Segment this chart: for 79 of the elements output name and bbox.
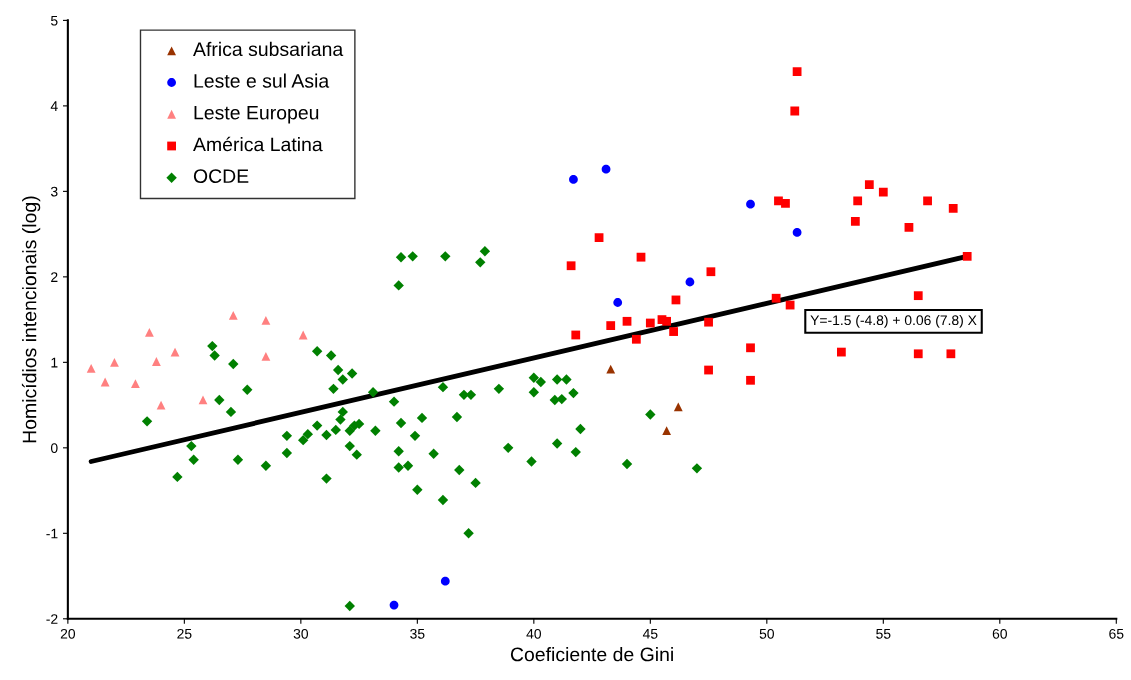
- legend-label: América Latina: [193, 136, 323, 152]
- point: [669, 327, 679, 336]
- point: [746, 343, 755, 353]
- point: [613, 298, 623, 307]
- x-tick-label: 45: [642, 629, 658, 639]
- point: [771, 293, 781, 303]
- point: [631, 334, 641, 344]
- point: [228, 310, 238, 320]
- point: [853, 196, 863, 206]
- point: [962, 251, 972, 261]
- point: [110, 357, 119, 367]
- x-axis-title: Coeficiente de Gini: [510, 647, 673, 662]
- point: [440, 576, 450, 586]
- point: [86, 363, 96, 373]
- point: [673, 402, 683, 412]
- point: [594, 233, 604, 242]
- point: [781, 198, 790, 208]
- point: [923, 196, 932, 206]
- point: [836, 347, 846, 357]
- point: [389, 600, 399, 610]
- point: [566, 261, 576, 271]
- point: [569, 175, 578, 184]
- legend-label: Africa subsariana: [193, 41, 344, 57]
- y-tick-label: 2: [51, 272, 58, 282]
- point: [946, 349, 956, 359]
- point: [261, 351, 271, 361]
- point: [790, 106, 800, 116]
- point: [746, 375, 755, 385]
- x-tick-label: 20: [60, 628, 76, 639]
- point: [948, 204, 958, 213]
- x-tick-label: 50: [759, 628, 774, 639]
- point: [601, 164, 611, 174]
- x-tick-label: 30: [293, 628, 309, 639]
- x-tick-label: 35: [410, 628, 425, 639]
- point: [662, 426, 672, 436]
- legend-label: Leste Europeu: [194, 105, 319, 124]
- x-tick-label: 60: [992, 628, 1007, 639]
- point: [904, 222, 914, 232]
- y-tick-label: -1: [46, 528, 58, 539]
- point: [785, 300, 795, 310]
- y-axis-title: Homicídios intencionais (log): [21, 196, 41, 443]
- point: [746, 199, 755, 209]
- point: [261, 316, 271, 325]
- point: [662, 316, 672, 326]
- x-tick-label: 40: [526, 628, 542, 639]
- point: [100, 377, 110, 387]
- y-tick-label: 3: [50, 186, 58, 197]
- point: [145, 328, 154, 337]
- point: [704, 365, 713, 375]
- point: [606, 364, 616, 374]
- point: [704, 317, 713, 327]
- y-tick-label: 0: [50, 443, 58, 453]
- point: [571, 330, 581, 340]
- point: [706, 267, 716, 277]
- y-tick-label: 4: [50, 101, 58, 111]
- y-tick-label: -2: [46, 614, 58, 624]
- annotation: Y=-1.5 (-4.8) + 0.06 (7.8) X: [810, 314, 977, 328]
- point: [850, 216, 860, 226]
- point: [792, 67, 802, 77]
- point: [606, 321, 616, 330]
- point: [792, 228, 802, 237]
- point: [622, 316, 632, 326]
- point: [131, 379, 140, 389]
- point: [298, 330, 308, 340]
- x-tick-label: 65: [1109, 628, 1124, 639]
- point: [878, 187, 888, 197]
- y-tick-label: 1: [51, 357, 58, 368]
- point: [636, 252, 646, 262]
- point: [864, 180, 874, 189]
- point: [913, 349, 923, 359]
- point: [645, 318, 655, 328]
- point: [685, 277, 695, 287]
- y-tick-label: 5: [50, 15, 58, 26]
- legend-label: OCDE: [193, 169, 249, 184]
- x-tick-label: 55: [876, 629, 891, 639]
- x-tick-label: 25: [177, 628, 192, 639]
- point: [913, 291, 923, 301]
- point: [152, 357, 161, 366]
- legend-label: Leste e sul Asia: [194, 73, 330, 88]
